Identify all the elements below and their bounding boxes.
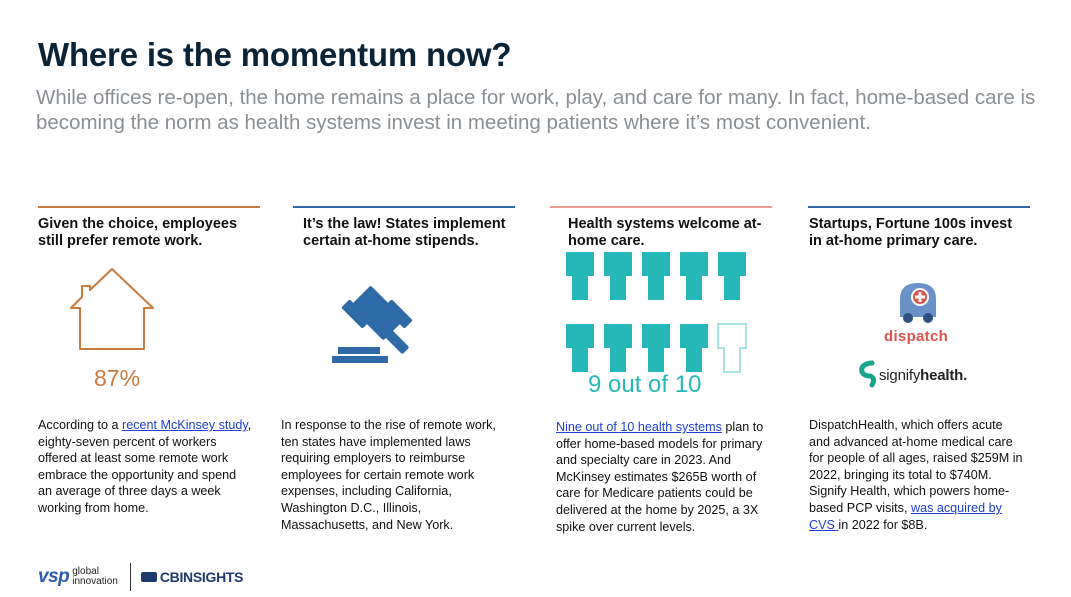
hospital-figure-icon [680,324,708,372]
hospital-figure-icon [566,324,594,372]
cbinsights-logo: CBINSIGHTS [140,569,244,585]
column-body: In response to the rise of remote work, … [281,418,496,532]
hospital-figure-icon [718,252,746,300]
column-divider [38,206,260,208]
cvs-acquisition-link[interactable]: was acquired by CVS [809,500,1002,532]
logo-text: global [72,566,99,577]
logo-text: signify [879,367,921,384]
column-remote-work: Given the choice, employees still prefer… [38,206,260,250]
page-title: Where is the momentum now? [38,36,512,73]
cb-mark-icon [140,572,157,582]
body-text: According to a [38,418,123,432]
column-divider [293,206,515,208]
stat-9-out-of-10: 9 out of 10 [588,371,702,398]
hospital-figure-icon [642,252,670,300]
column-body: DispatchHealth, which offers acute and a… [809,417,1024,533]
column-health-systems: Health systems welcome at-home care. [550,206,773,250]
health-systems-figures [566,252,747,373]
hospital-figure-icon [566,252,594,300]
column-heading: It’s the law! States implement certain a… [303,216,506,249]
mckinsey-study-link[interactable]: recent McKinsey study [122,418,248,432]
hospital-figure-icon [717,323,747,373]
global-innovation-label: global innovation [72,567,118,587]
column-body: According to a recent McKinsey study, ei… [38,417,253,517]
body-text: plan to offer home-based models for prim… [556,420,764,534]
column-heading: Given the choice, employees still prefer… [38,216,238,249]
column-body: Nine out of 10 health systems plan to of… [556,419,776,535]
body-text: , eighty-seven percent of workers offere… [38,418,252,515]
signify-health-logo: signifyhealth. [879,367,967,384]
house-icon [70,268,154,350]
footer-logos: vsp global innovation CBINSIGHTS [38,562,243,592]
column-state-law: It’s the law! States implement certain a… [293,206,518,250]
logo-text: innovation [72,576,118,587]
column-divider [808,206,1030,208]
column-investment: Startups, Fortune 100s invest in at-home… [808,206,1030,250]
stat-87-percent: 87% [94,365,141,391]
health-systems-link[interactable]: Nine out of 10 health systems [556,420,722,434]
hospital-figure-icon [680,252,708,300]
body-text: DispatchHealth, which offers acute and a… [809,418,1023,515]
signify-icon [859,360,877,388]
logo-text: CBINSIGHTS [159,569,244,585]
logo-text: health. [920,367,968,384]
hospital-figure-icon [604,324,632,372]
vsp-logo: vsp [38,566,70,587]
gavel-icon [332,286,413,363]
hospital-figure-icon [642,324,670,372]
body-text: in 2022 for $8B. [838,517,928,532]
hospital-figure-icon [604,252,632,300]
column-heading: Health systems welcome at-home care. [568,216,762,249]
column-divider [550,206,772,208]
page-subtitle: While offices re-open, the home remains … [36,86,1036,134]
ambulance-icon [900,283,936,323]
column-heading: Startups, Fortune 100s invest in at-home… [809,216,1013,249]
footer-divider [129,563,131,591]
dispatch-logo: dispatch [884,328,949,345]
